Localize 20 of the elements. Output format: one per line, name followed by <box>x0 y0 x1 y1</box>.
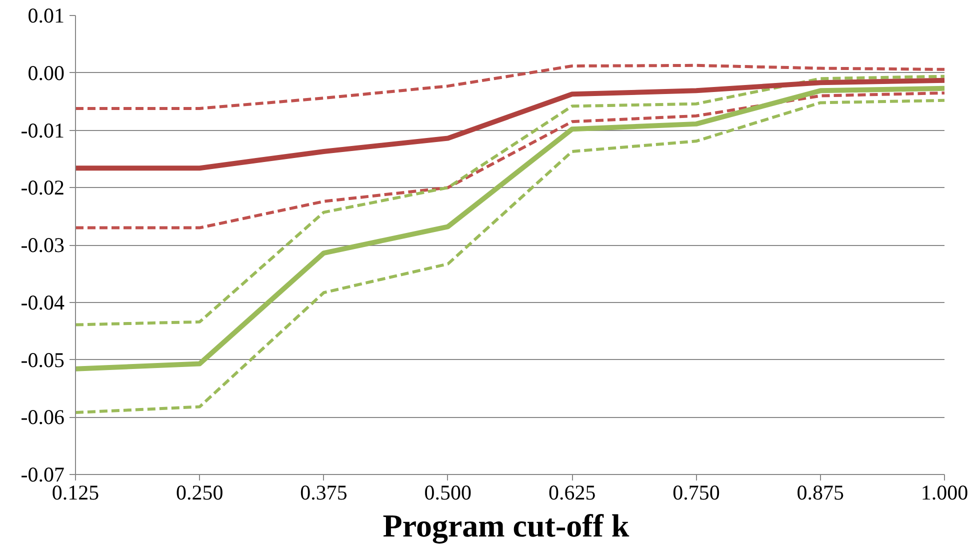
x-tick-label: 0.375 <box>300 480 348 504</box>
x-tick-label: 0.250 <box>176 480 224 504</box>
y-tick-label: 0.00 <box>28 60 64 85</box>
y-tick-label: -0.04 <box>20 290 65 314</box>
y-tick-label: 0.01 <box>28 4 64 28</box>
y-tick-label: -0.05 <box>20 348 65 372</box>
y-tick-label: -0.03 <box>20 233 65 257</box>
line-series <box>76 91 944 230</box>
x-tick-label: 0.875 <box>796 480 844 504</box>
y-tick-label: -0.02 <box>20 176 65 200</box>
line-series <box>76 74 944 326</box>
x-axis-title: Program cut-off k <box>382 508 630 544</box>
x-tick-label: 0.750 <box>672 480 720 504</box>
y-tick-label: -0.01 <box>20 118 65 142</box>
y-tick-label: -0.06 <box>20 405 65 430</box>
x-tick-label: 1.000 <box>920 480 968 504</box>
x-tick-label: 0.500 <box>424 480 472 504</box>
line-series <box>76 64 944 110</box>
line-series <box>76 98 944 414</box>
x-tick-label: 0.625 <box>548 480 596 504</box>
